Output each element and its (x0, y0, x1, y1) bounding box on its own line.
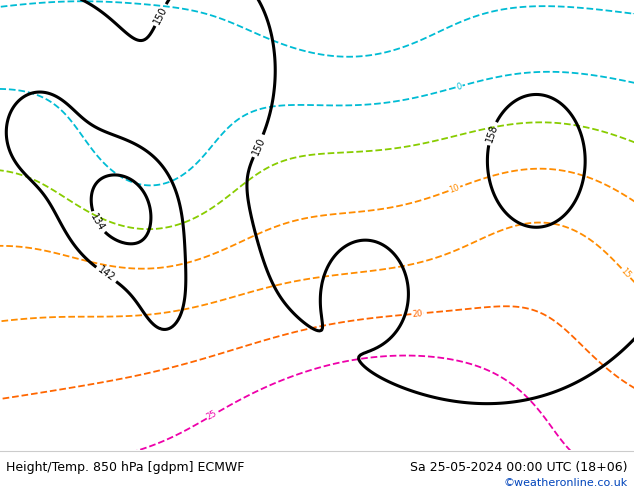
Text: Height/Temp. 850 hPa [gdpm] ECMWF: Height/Temp. 850 hPa [gdpm] ECMWF (6, 461, 245, 474)
Text: 25: 25 (205, 409, 219, 422)
Text: 150: 150 (250, 135, 267, 156)
Text: 0: 0 (455, 81, 463, 92)
Text: 20: 20 (412, 309, 424, 318)
Text: 150: 150 (152, 4, 169, 25)
Text: ©weatheronline.co.uk: ©weatheronline.co.uk (503, 478, 628, 488)
Text: -5: -5 (631, 9, 634, 19)
Text: 15: 15 (619, 266, 633, 280)
Text: 158: 158 (484, 123, 500, 144)
Text: 142: 142 (96, 265, 117, 284)
Text: Sa 25-05-2024 00:00 UTC (18+06): Sa 25-05-2024 00:00 UTC (18+06) (410, 461, 628, 474)
Text: 10: 10 (448, 183, 461, 195)
Text: 134: 134 (89, 212, 107, 233)
